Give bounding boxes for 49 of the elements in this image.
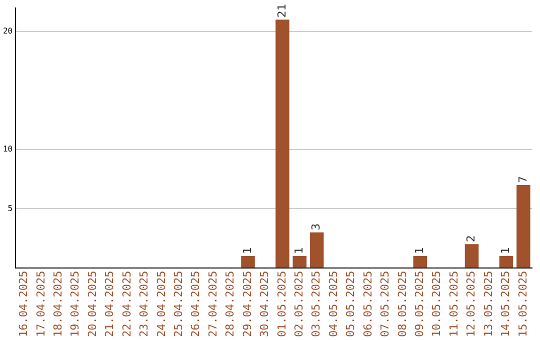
data-label: 1 [412,246,426,254]
x-tick-label: 27.04.2025 [206,270,220,338]
data-label: 3 [310,223,323,230]
x-tick-label: 17.04.2025 [34,270,48,338]
x-tick-label: 29.04.2025 [240,270,254,338]
x-tick-label: 19.04.2025 [68,270,82,338]
y-tick-label: 20 [2,26,13,36]
bar [292,256,307,268]
x-tick-label: 20.04.2025 [86,270,99,338]
y-tick-label: 10 [2,144,13,154]
x-tick-label: 04.05.2025 [326,270,340,338]
x-tick-label: 05.05.2025 [344,270,358,338]
x-tick-label: 01.05.2025 [275,270,288,338]
x-tick-label: 25.04.2025 [172,270,186,338]
x-tick-label: 09.05.2025 [412,270,426,338]
data-label: 21 [275,4,288,18]
x-tick-label: 26.04.2025 [189,270,202,338]
x-tick-label: 21.04.2025 [103,270,116,338]
data-label: 1 [292,246,306,254]
x-tick-label: 23.04.2025 [138,270,151,338]
x-tick-label: 06.05.2025 [361,270,374,338]
x-tick-label: 08.05.2025 [396,270,409,338]
data-label: 1 [499,246,512,254]
bar [241,256,255,268]
x-tick-label: 18.04.2025 [52,270,65,338]
data-label: 2 [464,235,478,242]
bar [464,244,479,268]
y-tick-label: 5 [8,204,13,213]
x-tick-label: 11.05.2025 [447,270,460,338]
x-tick-label: 07.05.2025 [378,270,392,338]
bar [499,256,514,268]
x-tick-label: 13.05.2025 [482,270,495,338]
x-tick-label: 14.05.2025 [499,270,512,338]
x-tick-label: 30.04.2025 [258,270,272,338]
data-label: 1 [240,246,254,254]
x-tick-label: 16.04.2025 [17,270,30,338]
x-tick-label: 12.05.2025 [464,270,478,338]
x-tick-label: 24.04.2025 [154,270,168,338]
x-tick-label: 28.04.2025 [224,270,237,338]
bar [276,20,290,268]
bar [516,185,530,268]
x-tick-label: 22.04.2025 [120,270,134,338]
x-tick-label: 02.05.2025 [292,270,306,338]
bar [310,232,324,268]
x-tick-label: 15.05.2025 [516,270,530,338]
x-tick-label: 03.05.2025 [310,270,323,338]
x-tick-label: 10.05.2025 [430,270,444,338]
data-label: 7 [516,176,530,184]
bar [413,256,428,268]
